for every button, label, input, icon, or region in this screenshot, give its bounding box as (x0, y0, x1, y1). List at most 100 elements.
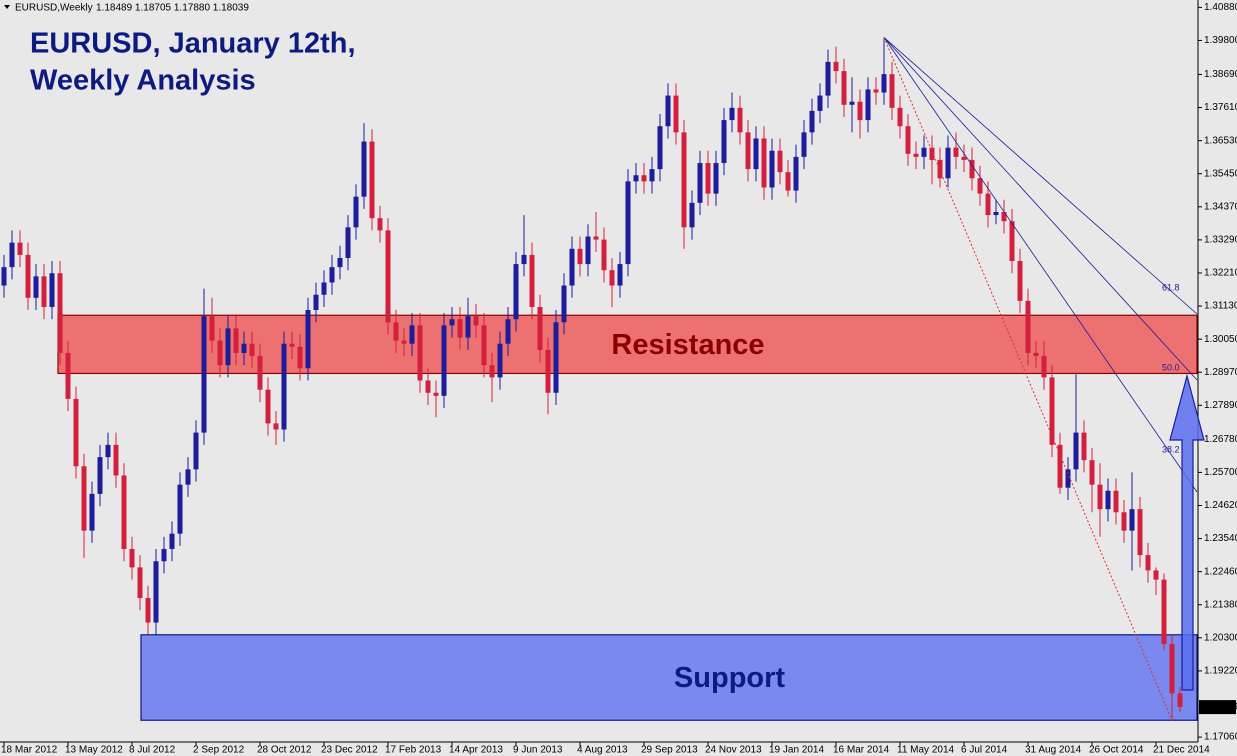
title-line: EURUSD, January 12th, (30, 28, 356, 60)
candle-body (697, 162, 703, 203)
candle-body (497, 343, 503, 378)
candle-body (177, 484, 183, 534)
x-tick-label: 11 May 2014 (897, 745, 955, 756)
candle-body (457, 319, 463, 338)
candle-body (1121, 512, 1127, 531)
candle-body (601, 239, 607, 271)
candle-body (825, 61, 831, 96)
candle-body (369, 141, 375, 219)
candle-body (1089, 460, 1095, 485)
candle-body (209, 316, 215, 341)
candle-body (169, 533, 175, 549)
y-tick-label: 1.24620 (1204, 500, 1237, 511)
candle-body (137, 567, 143, 599)
title-line: Weekly Analysis (30, 65, 256, 97)
candle-body (817, 95, 823, 111)
candle-body (625, 181, 631, 265)
candle-body (1169, 643, 1175, 694)
fib-fan-label: 61.8 (1162, 282, 1180, 292)
candle-body (217, 340, 223, 366)
y-tick-label: 1.21380 (1204, 599, 1237, 610)
candle-body (65, 352, 71, 399)
x-tick-label: 31 Aug 2014 (1025, 745, 1082, 756)
y-tick-label: 1.39800 (1204, 35, 1237, 46)
candle-body (737, 107, 743, 133)
menu-arrow[interactable] (4, 5, 10, 9)
candle-body (713, 162, 719, 194)
candle-body (281, 343, 287, 430)
candle-body (129, 548, 135, 568)
x-tick-label: 21 Dec 2014 (1153, 745, 1210, 756)
candle-body (465, 316, 471, 338)
candle-body (761, 138, 767, 188)
candle-body (433, 392, 439, 396)
candle-body (785, 172, 791, 191)
candle-body (105, 444, 111, 458)
x-tick-label: 14 Apr 2013 (449, 745, 503, 756)
candle-body (1057, 444, 1063, 488)
x-tick-label: 6 Jul 2014 (961, 745, 1008, 756)
candle-body (537, 306, 543, 350)
candle-body (529, 254, 535, 307)
candle-body (25, 254, 31, 298)
candle-body (849, 101, 855, 105)
candle-body (521, 254, 527, 265)
candle-body (273, 423, 279, 430)
candle-body (1129, 509, 1135, 531)
candle-body (929, 147, 935, 160)
candle-body (417, 325, 423, 381)
x-tick-label: 18 Mar 2012 (1, 745, 58, 756)
y-tick-label: 1.28970 (1204, 367, 1237, 378)
candle-body (553, 322, 559, 393)
candle-body (377, 218, 383, 231)
ohlc-readout: 1.18489 1.18705 1.17880 1.18039 (96, 3, 249, 14)
candle-body (121, 475, 127, 549)
fib-fan-line (883, 37, 1198, 493)
fib-fan-label: 50.0 (1162, 362, 1180, 372)
candle-body (897, 107, 903, 127)
candle-body (777, 150, 783, 173)
candle-body (945, 147, 951, 179)
candle-body (961, 156, 967, 160)
candle-body (745, 132, 751, 170)
candle-body (1049, 377, 1055, 445)
candle-body (681, 132, 687, 228)
y-tick-label: 1.17060 (1204, 732, 1237, 743)
candle-body (705, 162, 711, 194)
candle-body (1001, 212, 1007, 222)
x-tick-label: 2 Sep 2012 (193, 745, 245, 756)
candle-body (409, 325, 415, 344)
candle-body (985, 193, 991, 216)
candle-body (841, 71, 847, 105)
y-tick-label: 1.36530 (1204, 135, 1237, 146)
candle-body (657, 126, 663, 170)
candle-body (513, 264, 519, 320)
candle-body (257, 355, 263, 390)
candle-body (345, 227, 351, 258)
candle-body (185, 469, 191, 485)
candle-body (425, 380, 431, 393)
candle-body (969, 159, 975, 179)
candle-body (721, 120, 727, 163)
candle-body (505, 319, 511, 344)
y-tick-label: 1.23540 (1204, 533, 1237, 544)
candle-body (481, 325, 487, 366)
candle-body (193, 432, 199, 470)
candle-body (1017, 261, 1023, 301)
last-price-label: 1.18039 (1202, 702, 1237, 713)
zone (140, 634, 1198, 721)
x-tick-label: 23 Dec 2012 (321, 745, 378, 756)
candle-body (57, 273, 63, 353)
candle-body (73, 398, 79, 467)
candle-body (321, 282, 327, 295)
candle-body (337, 257, 343, 268)
candle-body (889, 74, 895, 108)
x-tick-label: 8 Jul 2012 (129, 745, 176, 756)
y-tick-label: 1.30050 (1204, 334, 1237, 345)
candle-body (1073, 432, 1079, 470)
candle-body (593, 236, 599, 240)
x-tick-label: 29 Sep 2013 (641, 745, 698, 756)
y-tick-label: 1.33290 (1204, 235, 1237, 246)
candle-body (913, 153, 919, 157)
